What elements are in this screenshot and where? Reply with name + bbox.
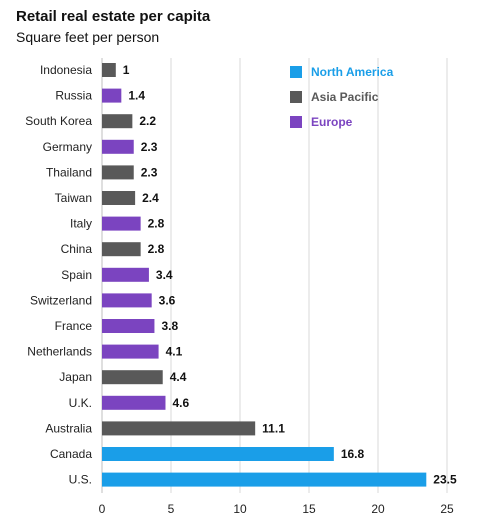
value-label: 1.4 bbox=[128, 89, 145, 103]
category-label: Spain bbox=[61, 268, 92, 282]
category-label: U.S. bbox=[69, 473, 92, 487]
bar bbox=[102, 191, 136, 205]
value-label: 23.5 bbox=[433, 473, 457, 487]
value-label: 2.2 bbox=[139, 114, 156, 128]
value-label: 3.8 bbox=[161, 319, 178, 333]
value-label: 3.4 bbox=[156, 268, 173, 282]
bar bbox=[102, 472, 427, 487]
value-label: 2.3 bbox=[141, 140, 158, 154]
category-label: Taiwan bbox=[55, 191, 92, 205]
bar bbox=[102, 242, 141, 257]
category-label: France bbox=[55, 319, 93, 333]
value-label: 3.6 bbox=[159, 293, 176, 307]
value-label: 4.6 bbox=[172, 396, 189, 410]
legend-label: Asia Pacific bbox=[311, 90, 379, 104]
category-label: Russia bbox=[55, 89, 92, 103]
value-label: 4.4 bbox=[170, 370, 187, 384]
category-label: Netherlands bbox=[27, 345, 92, 359]
legend-swatch bbox=[290, 91, 302, 103]
category-label: U.K. bbox=[69, 396, 92, 410]
value-label: 11.1 bbox=[262, 421, 285, 435]
category-label: Japan bbox=[59, 370, 92, 384]
category-label: China bbox=[61, 242, 93, 256]
bar bbox=[102, 421, 256, 436]
value-label: 1 bbox=[123, 63, 130, 77]
bar bbox=[102, 88, 122, 103]
category-label: Australia bbox=[45, 421, 92, 435]
bar bbox=[102, 447, 334, 461]
legend-label: Europe bbox=[311, 115, 353, 129]
value-label: 4.1 bbox=[166, 345, 183, 359]
bar bbox=[102, 293, 152, 308]
x-tick-label: 5 bbox=[168, 502, 175, 516]
x-tick-label: 25 bbox=[440, 502, 454, 516]
category-label: Indonesia bbox=[40, 63, 92, 77]
category-label: Canada bbox=[50, 447, 92, 461]
x-tick-label: 15 bbox=[302, 502, 316, 516]
category-label: Germany bbox=[43, 140, 92, 154]
value-label: 2.8 bbox=[148, 242, 165, 256]
legend-label: North America bbox=[311, 65, 394, 79]
bar bbox=[102, 216, 141, 231]
bar bbox=[102, 165, 134, 180]
category-label: South Korea bbox=[25, 114, 92, 128]
category-label: Thailand bbox=[46, 165, 92, 179]
x-tick-label: 20 bbox=[371, 502, 385, 516]
value-label: 2.3 bbox=[141, 165, 158, 179]
bar bbox=[102, 344, 159, 359]
bar bbox=[102, 370, 163, 385]
x-tick-label: 10 bbox=[233, 502, 247, 516]
value-label: 2.4 bbox=[142, 191, 159, 205]
category-label: Switzerland bbox=[30, 293, 92, 307]
bar bbox=[102, 395, 166, 410]
chart-title: Retail real estate per capita bbox=[16, 8, 211, 25]
bar bbox=[102, 114, 133, 129]
bar bbox=[102, 139, 134, 154]
bar bbox=[102, 63, 116, 77]
x-tick-label: 0 bbox=[99, 502, 106, 516]
category-label: Italy bbox=[70, 217, 92, 231]
chart-subtitle: Square feet per person bbox=[16, 29, 160, 45]
legend-swatch bbox=[290, 66, 302, 78]
bar bbox=[102, 267, 149, 282]
bar bbox=[102, 319, 155, 333]
legend-swatch bbox=[290, 116, 302, 128]
value-label: 2.8 bbox=[148, 217, 165, 231]
value-label: 16.8 bbox=[341, 447, 365, 461]
